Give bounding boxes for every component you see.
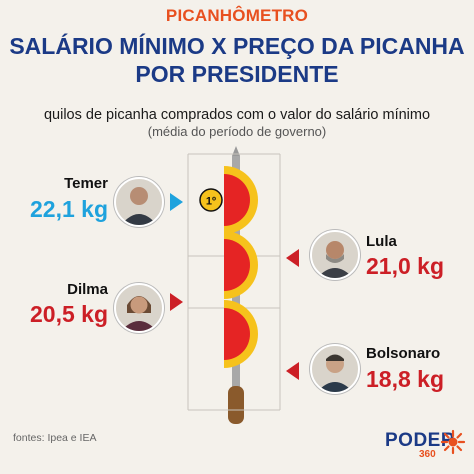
arrow-bolsonaro xyxy=(286,362,299,380)
person-icon xyxy=(317,241,353,278)
chart-subtitle: quilos de picanha comprados com o valor … xyxy=(43,107,431,123)
president-name-dilma: Dilma xyxy=(67,281,108,298)
president-value-bolsonaro: 18,8 kg xyxy=(366,366,444,392)
publisher-logo: PODER xyxy=(385,430,456,451)
rank-badge-text: 1º xyxy=(206,196,216,208)
president-name-bolsonaro: Bolsonaro xyxy=(366,345,441,362)
sun-logo-icon xyxy=(440,429,466,455)
person-icon xyxy=(121,296,157,331)
avatar-lula xyxy=(310,230,360,280)
rank-badge-circle xyxy=(199,188,223,212)
president-name-temer: Temer xyxy=(64,175,108,192)
rank-badge: 1º xyxy=(199,188,223,212)
kicker: PICANHÔMETRO xyxy=(165,6,309,25)
president-name-lula: Lula xyxy=(366,233,397,250)
avatar-bolsonaro xyxy=(310,344,360,394)
slice-meat-dilma xyxy=(224,308,250,360)
sources-note: fontes: Ipea e IEA xyxy=(13,432,97,444)
title-line-2: POR PRESIDENTE xyxy=(135,61,339,87)
person-icon xyxy=(317,354,353,392)
chart-note: (média do período de governo) xyxy=(147,124,327,139)
president-value-dilma: 20,5 kg xyxy=(30,301,108,327)
slice-meat-temer xyxy=(224,174,250,226)
publisher-logo-sub: 360 xyxy=(419,449,436,460)
title-line-1: SALÁRIO MÍNIMO X PREÇO DA PICANHA xyxy=(9,33,465,59)
arrow-dilma xyxy=(170,293,183,311)
page-title: SALÁRIO MÍNIMO X PREÇO DA PICANHA POR PR… xyxy=(0,32,474,88)
arrow-lula xyxy=(286,249,299,267)
skewer-handle xyxy=(228,386,244,424)
arrow-temer xyxy=(170,193,183,211)
slice-meat-lula xyxy=(224,239,250,291)
avatar-dilma xyxy=(114,283,164,333)
president-value-temer: 22,1 kg xyxy=(30,196,108,222)
avatar-temer xyxy=(114,177,164,227)
person-icon xyxy=(121,187,157,225)
president-value-lula: 21,0 kg xyxy=(366,253,444,279)
